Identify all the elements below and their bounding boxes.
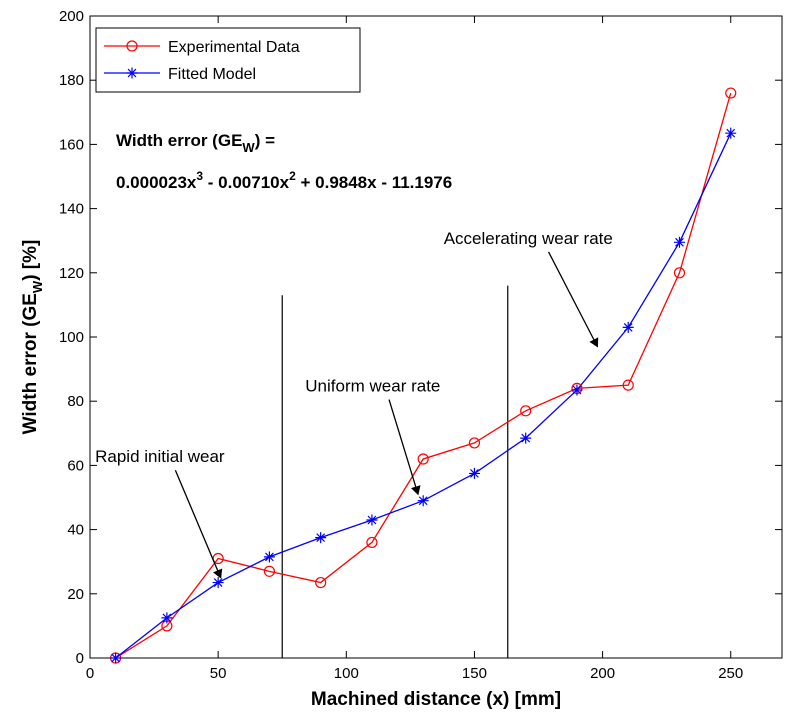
y-axis-label-sub: W (30, 280, 45, 293)
annotation-arrow (547, 251, 599, 348)
experimental-data-point (725, 87, 737, 99)
equation-line-1: Width error (GEW) = (116, 131, 275, 155)
fitted-model-point (315, 532, 327, 544)
x-tick-label: 200 (590, 665, 615, 682)
fitted-model-point (571, 384, 583, 396)
y-tick-label: 60 (67, 457, 84, 474)
equation-line-2: 0.000023x3 - 0.00710x2 + 0.9848x - 11.19… (116, 169, 452, 192)
fitted-model-point (520, 432, 532, 444)
y-tick-label: 40 (67, 522, 84, 539)
y-tick-label: 180 (59, 72, 84, 89)
equation-term-c: + 0.9848x - 11.1976 (296, 173, 452, 192)
equation-line-1-end: ) = (255, 131, 275, 150)
legend-label-fitted: Fitted Model (168, 66, 256, 83)
annotation-label: Rapid initial wear (95, 447, 225, 466)
y-tick-label: 80 (67, 393, 84, 410)
legend: Experimental Data Fitted Model (95, 27, 361, 93)
y-axis-label-main: Width error (GE (20, 293, 41, 434)
y-tick-label: 120 (59, 265, 84, 282)
plot-area (89, 15, 783, 659)
experimental-data-point (263, 565, 276, 577)
x-tick-label: 150 (462, 665, 487, 682)
fitted-model-point (212, 577, 224, 589)
annotation-arrow (174, 469, 223, 579)
y-axis-label-end: ) [%] (20, 240, 41, 281)
experimental-data-point (622, 379, 634, 391)
equation-sup-1: 3 (196, 169, 203, 183)
x-tick-label: 50 (210, 665, 227, 682)
axis-ticks: 0 50 100 150 200 250 0 20 40 60 80 100 120 140 160 180 2… (59, 8, 782, 682)
experimental-data-point (673, 267, 686, 279)
experimental-data-point (366, 536, 378, 549)
x-axis-label: Machined distance (x) [mm] (311, 689, 561, 710)
experimental-data-point (520, 405, 532, 417)
fitted-model-point (417, 495, 429, 507)
y-axis-label: Width error (GEW) [%] (20, 240, 45, 435)
y-tick-label: 140 (59, 201, 84, 218)
experimental-data-point (315, 576, 327, 589)
y-tick-label: 0 (76, 650, 84, 667)
y-tick-label: 160 (59, 136, 84, 153)
legend-marker-experimental (126, 40, 138, 52)
series-markers (110, 87, 737, 664)
experimental-data-line (115, 92, 732, 659)
equation-line-1-main: Width error (GE (116, 131, 242, 150)
y-tick-label: 200 (59, 8, 84, 25)
equation-term-a: 0.000023x (116, 173, 197, 192)
y-tick-label: 20 (67, 586, 84, 603)
annotations: Rapid initial wear Uniform wear rate Accel… (95, 229, 613, 579)
fitted-model-point (725, 127, 737, 139)
experimental-data-point (417, 453, 429, 465)
fitted-model-point (263, 551, 275, 563)
fitted-model-point (622, 321, 634, 333)
legend-marker-fitted (126, 67, 138, 79)
fitted-model-point (468, 467, 480, 479)
legend-star-shape (126, 67, 138, 79)
fitted-model-point (673, 236, 685, 248)
x-tick-label: 100 (334, 665, 359, 682)
y-tick-label: 100 (59, 329, 84, 346)
legend-box (95, 27, 361, 93)
annotation-label: Accelerating wear rate (444, 229, 613, 248)
vertical-divider-lines (281, 285, 509, 658)
fitted-model-point (161, 612, 173, 624)
fitted-model-point (110, 652, 122, 664)
annotation-arrow (388, 399, 421, 496)
equation-sup-2: 2 (289, 169, 296, 183)
equation-term-b: - 0.00710x (203, 173, 290, 192)
annotation-label: Uniform wear rate (305, 377, 440, 396)
fitted-model-point (366, 514, 378, 526)
x-tick-label: 0 (86, 665, 94, 682)
legend-label-experimental: Experimental Data (168, 39, 300, 56)
equation-line-1-sub: W (242, 140, 255, 155)
x-tick-label: 250 (718, 665, 743, 682)
experimental-data-point (468, 437, 481, 449)
